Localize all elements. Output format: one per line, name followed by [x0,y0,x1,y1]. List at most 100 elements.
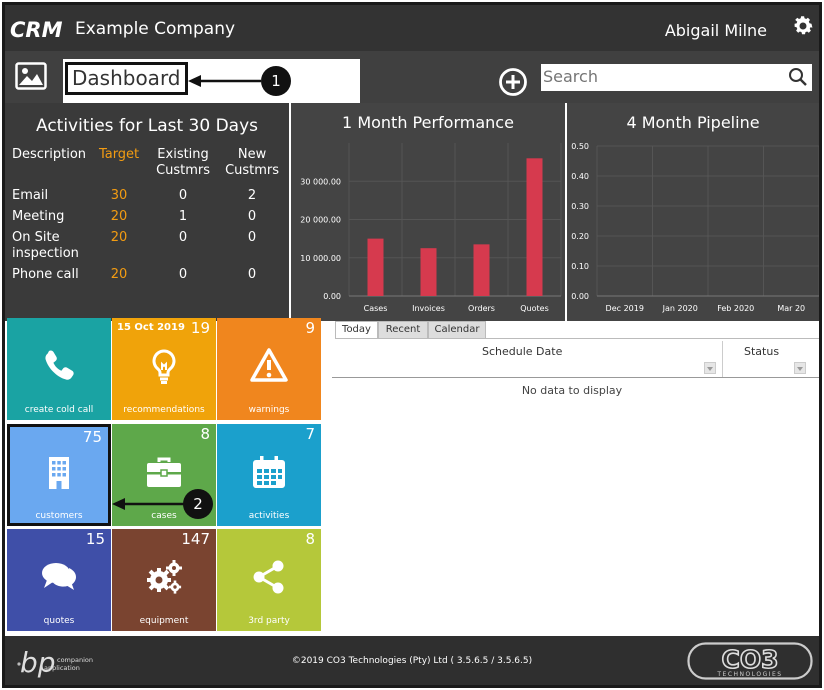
co3-logo-text: CO3 [722,645,779,674]
x-tick-label: Mar 20 [777,304,805,313]
x-tick-label: Quotes [520,304,549,313]
tile-label: 3rd party [248,616,290,626]
header-divider [332,377,819,378]
tile-warnings[interactable]: 9 warnings [217,318,321,420]
bp-companion-logo: bp companion application [17,646,93,679]
row-new: 0 [247,209,257,224]
col-description: Description [12,147,87,162]
row-new: 2 [247,188,257,203]
row-description: On Site inspection [12,230,79,261]
x-tick-label: Orders [468,304,495,313]
copyright-text: ©2019 CO3 Technologies (Pty) Ltd ( 3.5.6… [291,656,533,666]
row-existing: 0 [178,230,188,245]
y-tick-label: 20 000.00 [300,216,341,225]
bar [473,244,490,296]
search-box[interactable] [541,64,812,91]
page-title-area: Dashboard [63,59,360,105]
crm-logo[interactable]: CRM [10,18,67,40]
col-target: Target [98,147,140,162]
co3-subtext: TECHNOLOGIES [716,671,782,678]
table-row: Phone call 20 0 0 [8,267,286,288]
tile-count: 8 [305,530,315,548]
building-icon [49,457,69,489]
toolbar: Dashboard [5,51,819,105]
x-tick-label: Feb 2020 [717,304,754,313]
row-description: Email [12,188,49,203]
row-description: Phone call [12,267,79,282]
tile-label: equipment [139,616,189,626]
user-name[interactable]: Abigail Milne [664,21,767,40]
activities-title: Activities for Last 30 Days [35,116,258,136]
callout-1: 1 [261,66,291,96]
performance-chart: 0.00 10 000.00 20 000.00 30 000.00 Cases Invo… [300,143,562,313]
add-button[interactable] [498,67,528,97]
tab-recent[interactable]: Recent [378,321,428,339]
warning-icon [250,348,288,382]
row-existing: 0 [178,188,188,203]
tile-grid: create cold call 15 Oct 2019 19 recommen… [5,318,325,636]
tile-count: 19 [190,319,210,337]
schedule-date-filter-icon[interactable] [704,362,716,374]
activities-table: Description Target Existing Custmrs New … [8,147,286,288]
callout-1-arrow [188,75,261,87]
tile-3rd-party[interactable]: 8 3rd party [217,529,321,631]
company-name: Example Company [75,19,236,39]
x-tick-label: Cases [364,304,388,313]
col-existing: Existing Custmrs [156,147,211,178]
image-icon[interactable] [15,62,47,90]
pipeline-title: 4 Month Pipeline [626,113,760,132]
tab-calendar[interactable]: Calendar [428,321,486,339]
page-title[interactable]: Dashboard [65,62,188,95]
x-tick-label: Jan 2020 [662,304,698,313]
table-row: Email 30 0 2 [8,188,286,209]
tab-today[interactable]: Today [335,321,378,339]
tile-equipment[interactable]: 147 [112,529,216,631]
tile-label: recommendations [123,405,205,415]
search-icon[interactable] [788,67,808,87]
y-tick-label: 0.10 [571,262,589,271]
tile-label: warnings [248,405,290,415]
chat-bubbles-icon [42,563,76,590]
pipeline-panel: 4 Month Pipeline 0.00 0.10 0.20 0.30 0.40 0.5… [567,103,819,321]
tile-customers[interactable]: 75 customers [7,424,111,526]
pipeline-chart: 0.00 0.10 0.20 0.30 0.40 0.50 Dec 2019 Jan 2020… [571,142,819,313]
tile-count: 9 [305,319,315,337]
tile-label: create cold call [24,405,94,415]
activities-header-row: Description Target Existing Custmrs New … [8,147,286,179]
crm-logo-text: CRM [10,18,63,40]
performance-panel: 1 Month Performance 0.00 10 000.00 20 000.… [291,103,565,321]
calendar-icon [253,456,285,488]
tile-activities[interactable]: 7 activities [217,424,321,526]
table-row: Meeting 20 1 0 [8,209,286,230]
tab-divider [335,338,819,339]
row-existing: 1 [178,209,188,224]
y-tick-label: 30 000.00 [300,177,341,186]
lightbulb-icon [152,349,176,384]
bp-subtext-2: application [44,664,80,672]
performance-title: 1 Month Performance [342,113,514,132]
search-input[interactable] [541,64,771,89]
tile-count: 147 [181,530,210,548]
gear-icon[interactable] [791,14,815,38]
tile-create-cold-call[interactable]: create cold call [7,318,111,420]
tile-count: 75 [82,428,102,446]
row-target: 20 [110,267,128,282]
tile-recommendations[interactable]: 15 Oct 2019 19 recommendations [112,318,216,420]
bar [367,238,384,296]
footer: bp companion application ©2019 CO3 Techn… [5,636,819,685]
status-filter-icon[interactable] [794,362,806,374]
col-schedule-date[interactable]: Schedule Date [482,345,563,358]
bar [420,248,437,296]
empty-message: No data to display [521,384,623,397]
briefcase-icon [147,457,181,487]
tile-quotes[interactable]: 15 quotes [7,529,111,631]
y-tick-label: 10 000.00 [300,254,341,263]
row-new: 0 [247,230,257,245]
col-status[interactable]: Status [744,345,780,358]
tile-label: activities [248,511,290,521]
activities-panel: Activities for Last 30 Days Description … [5,103,289,321]
callout-2: 2 [183,489,213,519]
bp-subtext-1: companion [57,656,93,664]
share-icon [253,560,284,594]
